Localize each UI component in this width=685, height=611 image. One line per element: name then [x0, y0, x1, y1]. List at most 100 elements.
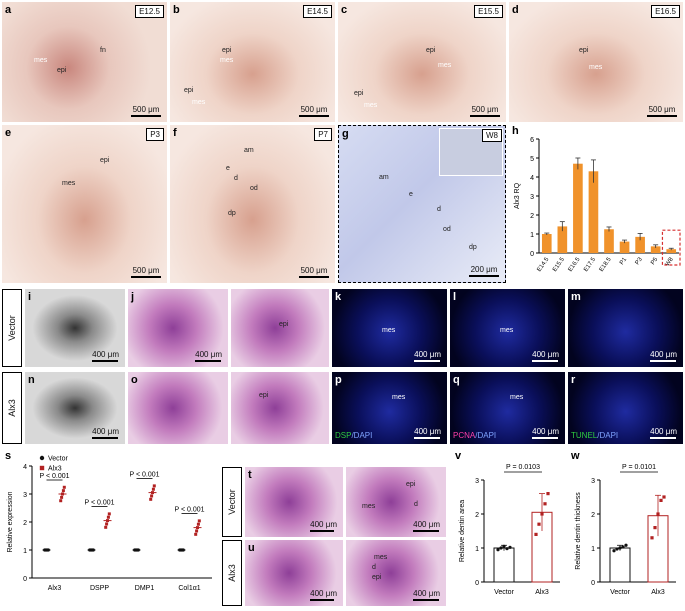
stage-label: P7 — [314, 128, 332, 141]
stage-label: E14.5 — [303, 5, 332, 18]
stain-label: TUNEL/DAPI — [571, 431, 619, 440]
y-tick-label: 0 — [23, 576, 27, 583]
stain-label: DSP/DAPI — [335, 431, 373, 440]
scale-bar: 400 μm — [413, 520, 440, 532]
y-tick-label: 2 — [591, 512, 595, 519]
p-value: P < 0.001 — [84, 500, 114, 507]
tissue-label: mes — [500, 327, 514, 334]
bar — [650, 246, 661, 253]
data-point — [61, 489, 65, 493]
data-point — [62, 485, 66, 489]
panel-letter: l — [453, 291, 457, 303]
scale-bar: 400 μm — [310, 520, 337, 532]
x-tick-label: E17.5 — [583, 256, 597, 273]
row-label-alx3: Alx3 — [2, 372, 22, 444]
data-point — [612, 549, 616, 553]
data-point — [540, 512, 544, 516]
row-label-vector: Vector — [2, 289, 22, 367]
bar — [609, 547, 631, 583]
data-point — [105, 522, 109, 526]
data-point — [496, 548, 500, 552]
data-point — [149, 497, 153, 501]
legend-label: Alx3 — [48, 466, 62, 473]
scale-bar: 500 μm — [131, 105, 161, 117]
scale-bar: 500 μm — [299, 105, 329, 117]
x-tick-label: Alx3 — [651, 589, 665, 596]
data-point — [546, 492, 550, 496]
data-point — [106, 515, 110, 519]
tissue-label: d — [372, 564, 376, 571]
scale-bar: 400 μm — [414, 427, 441, 439]
panel-k: k mes 400 μm — [332, 289, 447, 367]
x-tick-label: Vector — [494, 589, 515, 596]
data-point — [197, 519, 201, 523]
data-point — [615, 547, 619, 551]
x-tick-label: P1 — [619, 256, 629, 266]
y-tick-label: 3 — [591, 478, 595, 485]
stage-label: P3 — [146, 128, 164, 141]
scale-bar: 400 μm — [532, 350, 559, 362]
tissue-label: mes — [438, 62, 452, 69]
p-value: P = 0.0101 — [622, 464, 656, 471]
bar — [604, 229, 614, 253]
panel-letter: p — [335, 374, 342, 386]
data-point — [624, 543, 628, 547]
panel-letter: e — [5, 127, 12, 139]
scale-bar: 400 μm — [414, 350, 441, 362]
panel-b: b E14.5 epi mes epi mes 500 μm — [170, 2, 335, 122]
legend-marker — [39, 465, 45, 471]
row-label-alx3-2: Alx3 — [222, 540, 242, 606]
p-value: P < 0.001 — [174, 507, 204, 514]
data-point — [104, 525, 108, 529]
panel-letter: f — [173, 127, 177, 139]
panel-l: l mes 400 μm — [450, 289, 565, 367]
data-point — [150, 494, 154, 498]
data-point — [659, 498, 663, 502]
panel-e: e P3 epi mes 500 μm — [2, 125, 167, 283]
panel-g: g W8 am e d od dp 200 μm — [338, 125, 506, 283]
tissue-label: mes — [510, 394, 524, 401]
y-axis-label: Relative dentin area — [459, 500, 466, 562]
y-tick-label: 5 — [530, 156, 534, 163]
stage-label: W8 — [482, 129, 502, 142]
tissue-label: epi — [100, 157, 110, 164]
tissue-label: mes — [192, 99, 206, 106]
tissue-label: epi — [426, 47, 436, 54]
data-point — [151, 487, 155, 491]
tissue-label: mes — [392, 394, 406, 401]
tissue-label: mes — [220, 57, 234, 64]
panel-letter: t — [248, 469, 252, 481]
tissue-label: epi — [354, 90, 364, 97]
y-tick-label: 6 — [530, 137, 534, 144]
y-tick-label: 0 — [475, 580, 479, 587]
y-tick-label: 1 — [23, 548, 27, 555]
data-point — [59, 499, 63, 503]
y-tick-label: 2 — [475, 512, 479, 519]
tissue-label: od — [250, 185, 258, 192]
scale-bar: 200 μm — [469, 265, 499, 277]
panel-letter: q — [453, 374, 460, 386]
tissue-label: dp — [469, 244, 477, 251]
stage-label: E12.5 — [135, 5, 164, 18]
x-tick-label: DSPP — [90, 585, 109, 592]
tissue-label: fn — [100, 47, 106, 54]
panel-letter: c — [341, 4, 348, 16]
tissue-label: mes — [589, 64, 603, 71]
data-point — [194, 532, 198, 536]
panel-q: q mes PCNA/DAPI 400 μm — [450, 372, 565, 444]
panel-f: f P7 am e d od dp 500 μm — [170, 125, 335, 283]
data-point — [152, 484, 156, 488]
panel-u: u 400 μm — [245, 540, 343, 606]
panel-letter: n — [28, 374, 35, 386]
y-tick-label: 1 — [475, 546, 479, 553]
chart-v: 0 1 2 3 Relative dentin area Vector Alx3 P = 0.… — [459, 464, 560, 596]
scale-bar: 400 μm — [532, 427, 559, 439]
y-tick-label: 4 — [23, 464, 27, 471]
p-value: P = 0.0103 — [506, 464, 540, 471]
panel-m: m 400 μm — [568, 289, 683, 367]
panel-c: c E15.5 epi mes epi mes 500 μm — [338, 2, 506, 122]
x-tick-label: P5 — [650, 256, 660, 266]
x-tick-label: DMP1 — [135, 585, 155, 592]
scale-bar: 400 μm — [310, 589, 337, 601]
panel-t-zoom: mes epi d 400 μm — [346, 467, 446, 537]
